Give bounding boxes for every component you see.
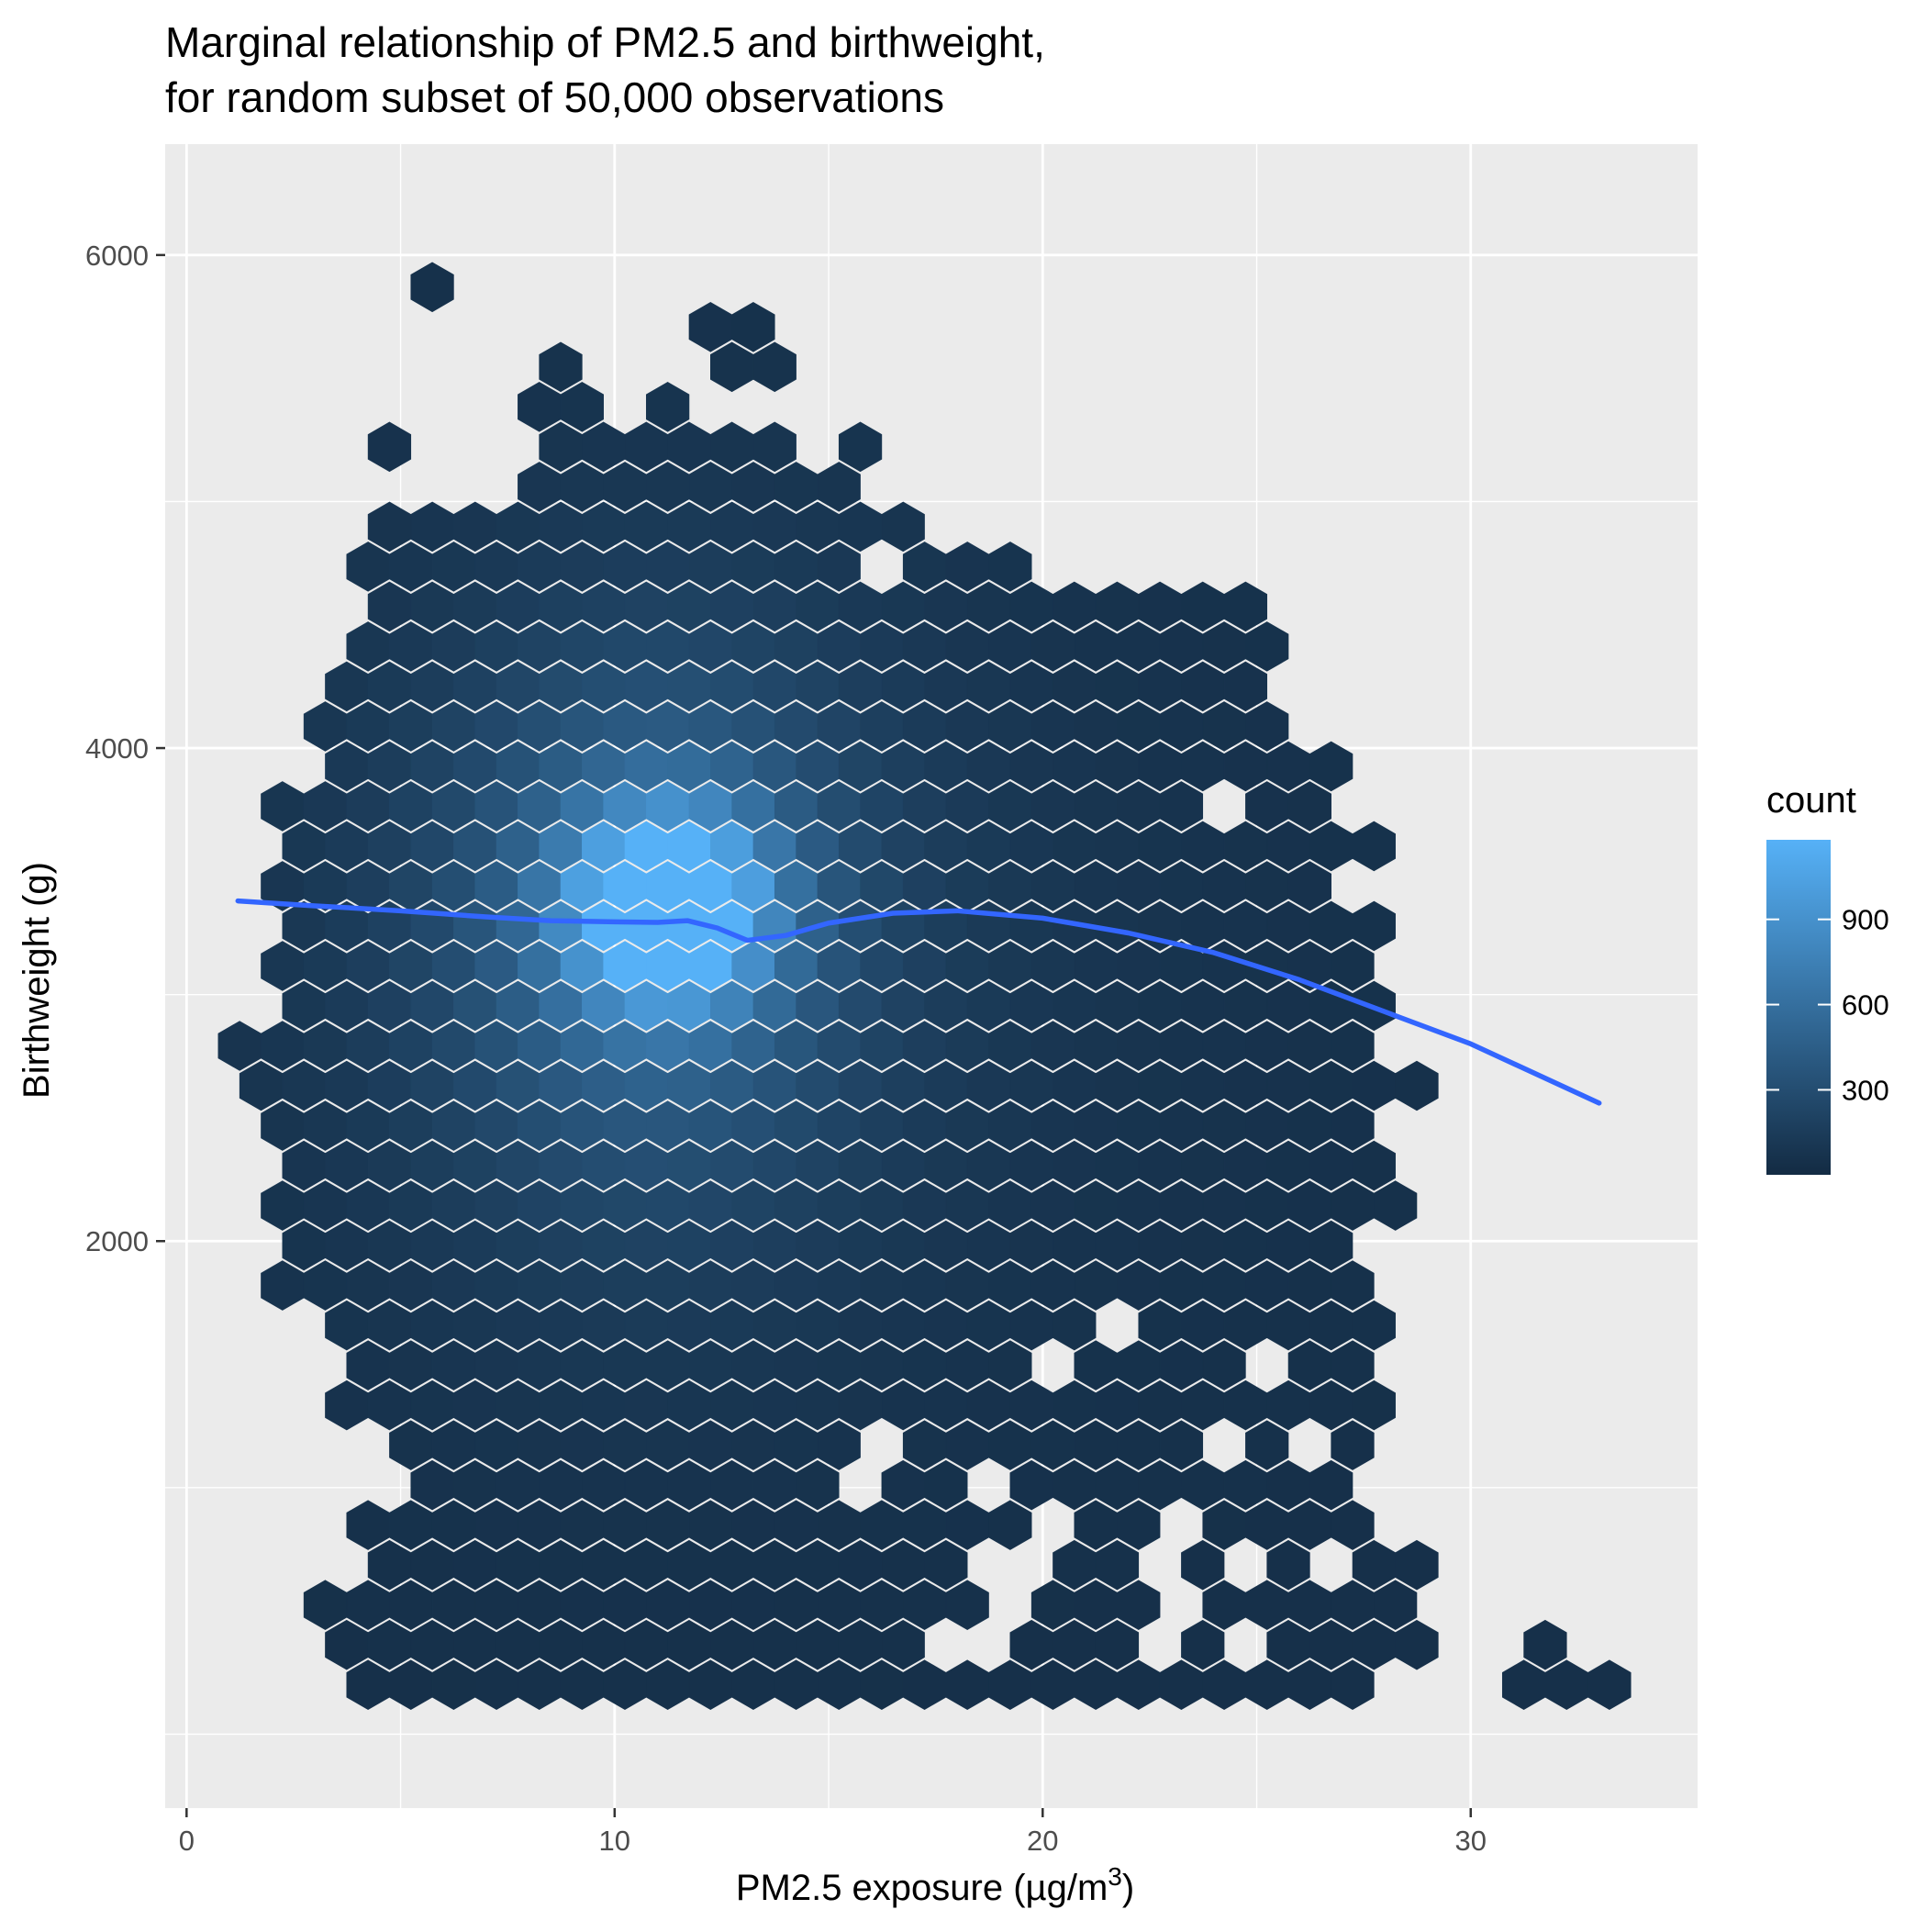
x-tick-label: 20 — [1027, 1825, 1058, 1857]
legend-break-label: 600 — [1842, 989, 1889, 1022]
hexbin-cell — [1309, 1220, 1353, 1271]
hexbin-cell — [1331, 1260, 1375, 1311]
hexbin-cell — [1352, 1140, 1396, 1191]
hexbin-cell — [881, 1619, 925, 1670]
hexbin-cell — [1352, 821, 1396, 872]
hexbin-cell — [988, 1500, 1032, 1550]
x-axis-label-main: PM2.5 exposure (µg/m — [736, 1868, 1108, 1908]
hexbin-cell — [1223, 661, 1268, 712]
hexbin-cell — [1309, 1459, 1353, 1511]
legend-break-label: 900 — [1842, 904, 1889, 936]
hexbin-cell — [1181, 1619, 1225, 1670]
hexbin-cell — [1266, 1539, 1310, 1591]
x-axis-label-close: ) — [1122, 1868, 1134, 1908]
hexbin-cell — [1331, 1340, 1375, 1390]
hexbin-cell — [560, 382, 604, 432]
hexbin-cell — [1245, 1420, 1289, 1470]
hexbin-cell — [1202, 1340, 1246, 1390]
x-axis-label: PM2.5 exposure (µg/m3) — [736, 1862, 1134, 1908]
hexbin-cell — [1352, 1300, 1396, 1351]
hexbin-cell — [1053, 1300, 1097, 1351]
y-tick-label: 4000 — [85, 732, 149, 765]
hexbin-cell — [881, 501, 925, 553]
hexbin-cell — [1331, 1420, 1375, 1470]
smooth-line-layer — [235, 898, 1602, 1106]
smooth-trend-line — [235, 898, 1602, 1106]
hexbin-cell — [817, 462, 861, 512]
hexbin-cell — [1395, 1060, 1439, 1111]
axis-labels: PM2.5 exposure (µg/m3) Birthweight (g) c… — [17, 780, 1856, 1908]
hexbin-cell — [838, 421, 883, 473]
hexbin-cell — [1374, 1180, 1418, 1231]
hexbin-cell — [1395, 1619, 1439, 1670]
hexbin-cell — [1395, 1539, 1439, 1591]
hexbin-cell — [924, 1539, 968, 1591]
y-tick-label: 6000 — [85, 240, 149, 272]
hexbin-cell — [924, 1459, 968, 1511]
hexbin-cell — [1181, 1539, 1225, 1591]
hexbin-cell — [1095, 1539, 1140, 1591]
hexbin-cell — [1117, 1580, 1161, 1630]
hexbin-cell — [752, 341, 796, 393]
hexbin-cell — [1352, 1379, 1396, 1431]
hexbin-cell — [1117, 1500, 1161, 1550]
hexbin-cell — [752, 421, 796, 473]
hexbin-cell — [1523, 1619, 1567, 1670]
hexbin-cell — [646, 382, 690, 432]
legend-title: count — [1766, 780, 1856, 821]
hexbin-cell — [988, 1340, 1032, 1390]
hexbin-cell — [1287, 861, 1331, 911]
hexbin-cell — [1245, 701, 1289, 752]
hexbin-cell — [1159, 781, 1204, 832]
hexbin-cell — [1331, 1021, 1375, 1071]
hexbin-cell — [1331, 1659, 1375, 1710]
hexbin-cell — [1159, 1420, 1204, 1470]
hexbin-cell — [1374, 1580, 1418, 1630]
title-block: Marginal relationship of PM2.5 and birth… — [165, 18, 1045, 121]
x-tick-label: 10 — [599, 1825, 630, 1857]
hexbin-cell — [1245, 621, 1289, 672]
x-tick-label: 30 — [1455, 1825, 1487, 1857]
hexbin-cell — [988, 542, 1032, 592]
hexbin-cell — [1309, 741, 1353, 792]
axes-layer: 0 10 20 30 2000 4000 6000 — [85, 240, 1487, 1857]
hexbin-cell — [731, 302, 775, 352]
hexbin-cell — [1331, 1500, 1375, 1550]
hexbin-cell — [410, 262, 454, 313]
legend-break-label: 300 — [1842, 1074, 1889, 1106]
legend-color-bar — [1766, 840, 1831, 1175]
hexbin-cell — [1331, 941, 1375, 991]
hexbin-cell — [817, 542, 861, 592]
chart-title-line-1: Marginal relationship of PM2.5 and birth… — [165, 18, 1045, 66]
x-axis-label-sup: 3 — [1108, 1862, 1122, 1891]
hexbin-cell — [1331, 1100, 1375, 1151]
y-axis-label: Birthweight (g) — [17, 862, 57, 1099]
legend: 300 600 900 — [1766, 840, 1889, 1175]
hexbin-cell — [1223, 581, 1268, 632]
y-tick-label: 2000 — [85, 1225, 149, 1257]
hexbin-cell — [1352, 900, 1396, 952]
hexbin-layer — [217, 262, 1632, 1710]
hexbin-cell — [539, 341, 583, 393]
x-tick-label: 0 — [179, 1825, 195, 1857]
chart-title-line-2: for random subset of 50,000 observations — [165, 73, 944, 121]
hexbin-cell — [945, 1580, 989, 1630]
hexbin-cell — [817, 1420, 861, 1470]
hexbin-cell — [1095, 1619, 1140, 1670]
hexbin-cell — [367, 421, 412, 473]
hexbin-cell — [1587, 1659, 1632, 1710]
hexbin-cell — [796, 1459, 840, 1511]
hexbin-cell — [1287, 781, 1331, 832]
